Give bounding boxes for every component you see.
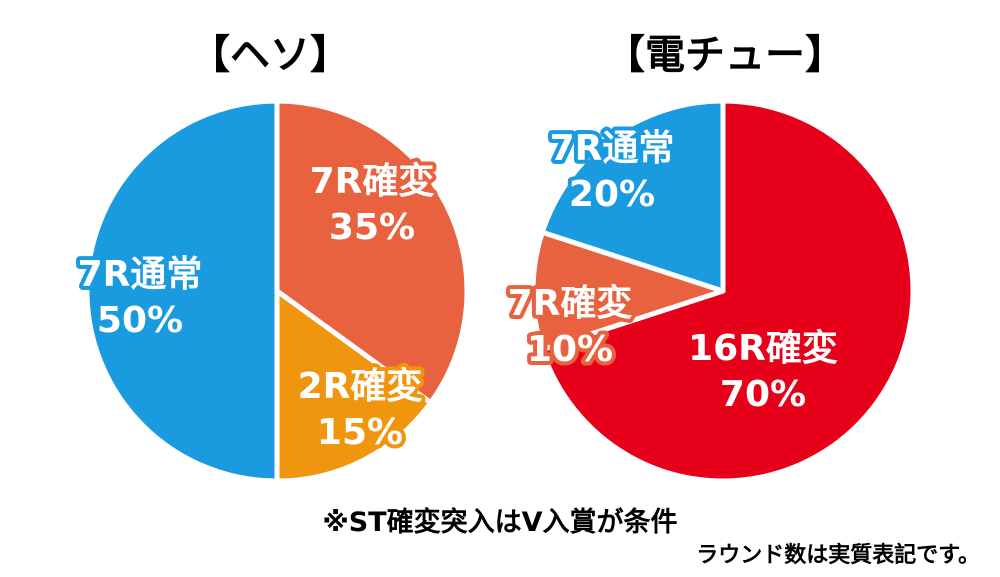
pie-slice [530,229,726,353]
slice-label-name: 7R確変 [508,282,633,324]
slice-label-outline: 7R通常 [78,254,203,295]
slice-label-outline: 2R確変 [298,365,423,407]
pie-chart-heso: 7R確変7R確変35%35%2R確変2R確変15%15%7R通常7R通常50%5… [74,98,470,484]
slice-label-percent: 15% [317,412,403,453]
slice-label-name: 2R確変 [298,365,423,407]
right-chart-title: 【電チュー】 [605,32,845,78]
slice-label-outline: 20% [569,174,655,215]
st-condition-note: ※ST確変突入はV入賞が条件 [322,507,678,538]
pie-slice [539,98,916,484]
pie-chart-denchu: 16R確変16R確変70%70%7R確変7R確変10%10%7R通常7R通常20… [504,98,916,484]
slice-label-outline: 50% [97,300,183,341]
slice-label-outline: 15% [317,412,403,453]
slice-label-name: 7R通常 [550,128,675,169]
slice-label-percent: 35% [329,207,415,248]
slice-label-percent: 70% [720,374,806,415]
slice-label-percent: 20% [569,174,655,215]
pie-slice [274,288,434,484]
pie-slice [84,98,280,484]
slice-label-name: 7R確変 [310,160,435,202]
left-chart-title: 【ヘソ】 [190,32,350,78]
pie-slice [274,98,470,406]
slice-label-outline: 7R通常 [550,128,675,169]
slice-label-outline: 7R確変 [310,160,435,202]
slice-label-percent: 50% [97,300,183,341]
slice-label-outline: 7R確変 [508,282,633,324]
slice-label-outline: 16R確変 [688,327,838,369]
pie-slice [539,98,726,294]
slice-label-outline: 10% [527,329,613,370]
slice-label-name: 7R通常 [78,254,203,295]
round-count-note: ラウンド数は実質表記です。 [696,543,980,568]
slice-label-outline: 35% [329,207,415,248]
slice-label-name: 16R確変 [688,327,838,369]
slice-label-percent: 10% [527,329,613,370]
slice-label-outline: 70% [720,374,806,415]
